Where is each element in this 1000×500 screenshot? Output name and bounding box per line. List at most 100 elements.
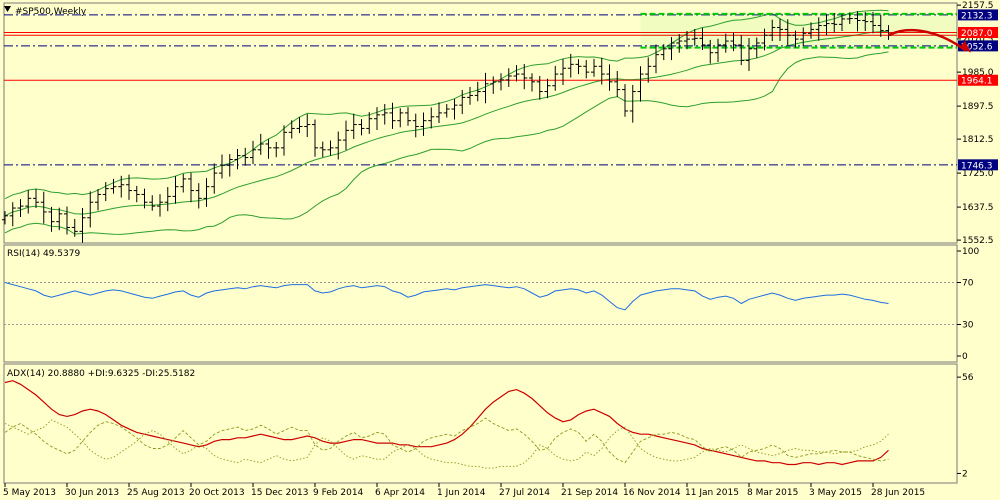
ohlc-bar[interactable] <box>428 107 435 129</box>
ohlc-bar[interactable] <box>505 68 512 87</box>
rsi-line[interactable] <box>4 282 889 311</box>
ohlc-bar[interactable] <box>436 102 442 123</box>
ohlc-bar[interactable] <box>149 195 156 211</box>
ohlc-bar[interactable] <box>792 30 799 48</box>
ohlc-bar[interactable] <box>862 11 869 31</box>
adx-series-plus-di[interactable] <box>4 417 889 464</box>
ohlc-bar[interactable] <box>226 154 233 177</box>
ohlc-bar[interactable] <box>715 38 721 63</box>
ohlc-bar[interactable] <box>79 208 86 243</box>
ohlc-bar[interactable] <box>265 139 272 159</box>
ohlc-bar[interactable] <box>56 207 63 231</box>
collapse-triangle-icon[interactable] <box>4 6 11 12</box>
ohlc-bar[interactable] <box>451 98 458 120</box>
ohlc-bar[interactable] <box>544 78 551 99</box>
ohlc-bar[interactable] <box>676 34 683 53</box>
ohlc-bar[interactable] <box>529 73 535 92</box>
ohlc-bar[interactable] <box>823 14 830 36</box>
ohlc-bar[interactable] <box>17 199 24 217</box>
ohlc-bar[interactable] <box>567 53 574 78</box>
ohlc-bar[interactable] <box>118 175 125 198</box>
ohlc-bar[interactable] <box>560 58 566 85</box>
ohlc-bar[interactable] <box>637 66 644 102</box>
ohlc-bar[interactable] <box>839 13 845 31</box>
ohlc-bar[interactable] <box>552 65 559 91</box>
adx-series-minus-di[interactable] <box>4 419 889 469</box>
ohlc-bar[interactable] <box>606 64 613 91</box>
ohlc-bar[interactable] <box>753 37 760 58</box>
ohlc-bar[interactable] <box>203 178 210 207</box>
ohlc-bar[interactable] <box>614 70 621 97</box>
price-panel[interactable]: 2157.5 2070.5 1985.0 1897.5 1812.5 1725.0 1637… <box>2 1 998 246</box>
ohlc-bar[interactable] <box>40 191 47 224</box>
ohlc-bar[interactable] <box>281 125 287 156</box>
ohlc-bar[interactable] <box>71 218 78 237</box>
ohlc-bar[interactable] <box>536 76 543 100</box>
ohlc-bar[interactable] <box>870 11 876 34</box>
ohlc-bar[interactable] <box>48 206 55 232</box>
ohlc-bar[interactable] <box>33 189 39 209</box>
ohlc-bar[interactable] <box>684 30 690 50</box>
ohlc-bar[interactable] <box>769 19 776 42</box>
ohlc-bar[interactable] <box>195 183 202 209</box>
ohlc-bar[interactable] <box>668 37 675 61</box>
ohlc-bar[interactable] <box>350 113 357 139</box>
ohlc-bar[interactable] <box>722 33 729 53</box>
ohlc-bar[interactable] <box>219 154 225 179</box>
ohlc-bar[interactable] <box>389 102 396 129</box>
ohlc-bar[interactable] <box>374 107 380 130</box>
ohlc-bar[interactable] <box>513 65 520 82</box>
ohlc-bar[interactable] <box>761 28 768 51</box>
adx-series-adx[interactable] <box>4 380 889 466</box>
ohlc-bar[interactable] <box>591 58 597 77</box>
ohlc-bar[interactable] <box>296 117 303 134</box>
ohlc-bar[interactable] <box>335 131 342 160</box>
ohlc-bar[interactable] <box>598 57 605 85</box>
ohlc-bar[interactable] <box>188 172 194 203</box>
ohlc-bar[interactable] <box>64 206 70 235</box>
ohlc-bar[interactable] <box>707 39 714 64</box>
ohlc-bar[interactable] <box>164 187 171 212</box>
ohlc-bar[interactable] <box>25 190 32 214</box>
ohlc-bar[interactable] <box>784 19 791 46</box>
ohlc-bar[interactable] <box>366 112 373 134</box>
adx-panel[interactable]: 56 2 <box>4 373 974 479</box>
ohlc-bar[interactable] <box>327 140 334 156</box>
ohlc-bar[interactable] <box>474 81 481 102</box>
ohlc-bar[interactable] <box>288 120 295 139</box>
ohlc-bar[interactable] <box>777 18 783 42</box>
ohlc-bar[interactable] <box>420 112 427 136</box>
ohlc-bar[interactable] <box>397 108 404 128</box>
ohlc-bar[interactable] <box>110 178 117 194</box>
ohlc-bar[interactable] <box>738 35 745 66</box>
ohlc-bar[interactable] <box>583 60 590 79</box>
ohlc-bar[interactable] <box>846 12 853 24</box>
ohlc-bar[interactable] <box>412 113 419 138</box>
ohlc-bar[interactable] <box>133 185 140 203</box>
ohlc-bar[interactable] <box>172 176 179 204</box>
ohlc-bar[interactable] <box>521 63 528 90</box>
ohlc-bar[interactable] <box>815 17 822 41</box>
ohlc-bar[interactable] <box>808 22 814 39</box>
ohlc-bar[interactable] <box>490 76 497 94</box>
ohlc-bar[interactable] <box>482 72 489 104</box>
ohlc-bar[interactable] <box>157 194 163 217</box>
ohlc-bar[interactable] <box>699 27 706 50</box>
ohlc-bar[interactable] <box>730 32 737 52</box>
ohlc-bar[interactable] <box>87 191 94 228</box>
ohlc-bar[interactable] <box>622 84 628 117</box>
ohlc-bar[interactable] <box>831 13 838 33</box>
ohlc-bar[interactable] <box>2 211 8 225</box>
ohlc-bar[interactable] <box>102 182 109 202</box>
ohlc-bar[interactable] <box>575 59 582 75</box>
ohlc-bar[interactable] <box>467 86 473 105</box>
ohlc-bar[interactable] <box>234 149 241 170</box>
ohlc-bar[interactable] <box>211 163 218 194</box>
ohlc-bar[interactable] <box>405 107 411 126</box>
ohlc-bar[interactable] <box>250 140 256 165</box>
rsi-panel[interactable]: 100 70 30 0 <box>4 247 979 362</box>
ohlc-bar[interactable] <box>141 188 148 209</box>
ohlc-bar[interactable] <box>459 89 466 115</box>
ohlc-bar[interactable] <box>498 73 504 91</box>
